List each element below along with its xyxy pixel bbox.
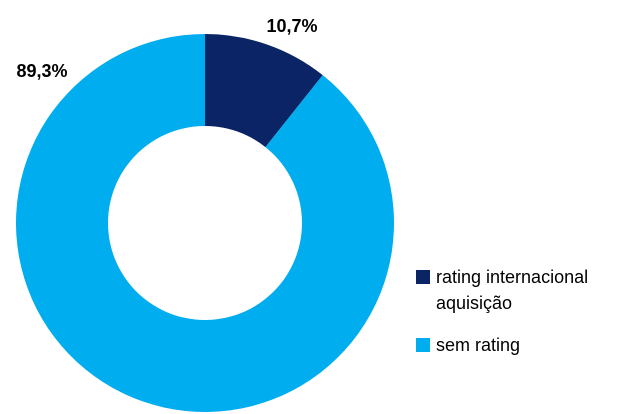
legend-item-rating-internacional: rating internacional aquisição bbox=[416, 264, 622, 316]
data-label-sem-rating: 89,3% bbox=[16, 61, 67, 81]
legend-label: sem rating bbox=[436, 335, 521, 355]
legend-label-line2: aquisição bbox=[436, 293, 513, 313]
slice-sem-rating bbox=[15, 34, 394, 412]
legend-label-line1: rating internacional bbox=[436, 267, 589, 287]
donut-slices bbox=[15, 34, 394, 412]
legend-swatch-sem-rating bbox=[416, 338, 430, 352]
legend: rating internacional aquisição sem ratin… bbox=[416, 264, 622, 374]
data-label-rating-internacional: 10,7% bbox=[266, 16, 317, 36]
legend-swatch-rating-internacional bbox=[416, 270, 430, 284]
slice-rating-internacional bbox=[205, 34, 323, 148]
legend-item-sem-rating: sem rating bbox=[416, 332, 622, 358]
